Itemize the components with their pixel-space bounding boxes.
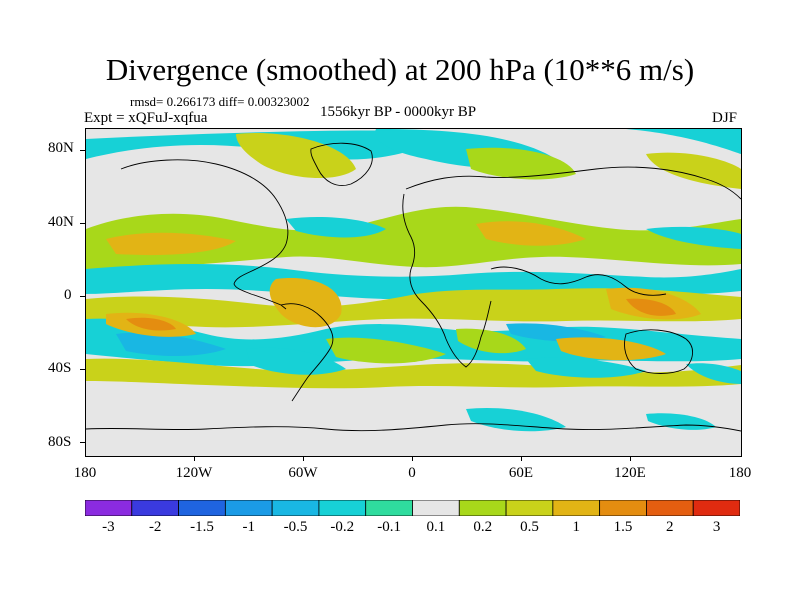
x-label-60w: 60W <box>288 465 318 481</box>
x-label-0: 0 <box>408 465 416 481</box>
divergence-map <box>86 129 741 456</box>
colorbar-label: -1.5 <box>190 519 214 535</box>
colorbar-label: -0.2 <box>330 519 355 535</box>
colorbar-label: -1 <box>242 519 256 535</box>
x-label-180e: 180 <box>728 465 752 481</box>
coast-australia <box>624 329 693 374</box>
coast-asia-south <box>490 266 667 296</box>
field-spac-orange <box>126 317 176 331</box>
field-mideast-amber <box>476 221 586 246</box>
x-label-60e: 60E <box>508 465 534 481</box>
colorbar-box <box>224 500 273 516</box>
field-20s-sky <box>116 332 226 356</box>
colorbar-label: -0.1 <box>377 519 401 535</box>
field-arctic-lime <box>466 147 576 180</box>
field-maritime-orange <box>626 298 676 316</box>
x-tick-60e <box>521 456 522 461</box>
x-tick-120w <box>194 456 195 461</box>
field-ind-cyan <box>526 357 646 378</box>
field-30n-cyan <box>286 217 386 238</box>
coast-europe-africa <box>402 193 492 368</box>
field-pac-cyan <box>646 226 741 249</box>
field-40s-cyan <box>246 347 346 375</box>
field-spac-cyan <box>686 363 741 384</box>
colorbar-label: 0.1 <box>426 519 446 535</box>
field-arctic-cyan-3 <box>626 129 741 154</box>
colorbar-label: 0.5 <box>520 519 539 535</box>
colorbar <box>85 500 740 516</box>
y-label-40n: 40N <box>48 214 74 230</box>
colorbar-label: 0.2 <box>473 519 493 535</box>
colorbar-box <box>365 500 413 516</box>
y-tick-80s <box>80 442 85 443</box>
y-label-40s: 40S <box>48 360 72 376</box>
x-label-120e: 120E <box>614 465 646 481</box>
y-tick-40s <box>80 369 85 370</box>
field-40s-yellow <box>86 358 741 389</box>
y-tick-eq <box>80 296 85 297</box>
coast-greenland <box>310 142 373 186</box>
colorbar-label: -0.5 <box>283 519 308 535</box>
period-label: 1556kyr BP - 0000kyr BP <box>320 104 477 120</box>
field-30s-lime <box>326 337 446 364</box>
colorbar-box <box>458 500 507 516</box>
colorbar-label: -2 <box>148 519 162 535</box>
colorbar-box <box>178 500 226 516</box>
colorbar-label: 3 <box>712 519 721 535</box>
colorbar-box <box>599 500 647 516</box>
field-sam-amber <box>269 278 342 328</box>
x-tick-120e <box>630 456 631 461</box>
x-tick-0 <box>412 456 413 461</box>
map-panel <box>85 128 742 457</box>
colorbar-box <box>692 500 740 516</box>
y-tick-80n <box>80 150 85 151</box>
y-label-eq: 0 <box>64 287 72 303</box>
x-tick-60w <box>303 456 304 461</box>
coastlines <box>86 142 741 432</box>
field-ind-amber <box>556 337 666 361</box>
field-ne-yellow <box>646 152 741 189</box>
colorbar-label: 1 <box>572 519 581 535</box>
colorbar-box <box>552 500 601 516</box>
colorbar-box <box>646 500 694 516</box>
y-tick-40n <box>80 223 85 224</box>
coast-eurasia <box>405 166 741 200</box>
colorbar-box <box>271 500 320 516</box>
coast-north-america <box>120 159 289 310</box>
field-40n-amber <box>106 232 236 256</box>
colorbar-box <box>85 500 133 516</box>
experiment-label: Expt = xQFuJ-xqfua <box>84 110 208 126</box>
coast-antarctica <box>86 423 741 432</box>
plot-title: Divergence (smoothed) at 200 hPa (10**6 … <box>105 52 695 87</box>
field-40n-lime <box>86 206 741 269</box>
field-ind-sky <box>506 323 606 342</box>
season-label: DJF <box>712 110 738 126</box>
field-ant-cyan <box>466 407 566 432</box>
x-label-120w: 120W <box>175 465 213 481</box>
colorbar-box <box>131 500 179 516</box>
colorbar-box <box>318 500 367 516</box>
field-saf-lime <box>456 328 526 354</box>
coast-south-america <box>280 303 334 402</box>
y-label-80s: 80S <box>48 434 72 450</box>
colorbar-label: 2 <box>666 519 674 535</box>
stats-text: rmsd= 0.266173 diff= 0.00323002 <box>130 94 310 109</box>
field-arctic-yellow <box>236 133 356 179</box>
field-eq-yellow <box>86 288 741 328</box>
colorbar-label: -3 <box>102 519 115 535</box>
colorbar-box <box>505 500 554 516</box>
colorbar-box <box>412 500 460 516</box>
x-label-180w: 180 <box>73 465 97 481</box>
colorbar-label: 1.5 <box>613 519 633 535</box>
y-label-80n: 80N <box>48 140 74 156</box>
